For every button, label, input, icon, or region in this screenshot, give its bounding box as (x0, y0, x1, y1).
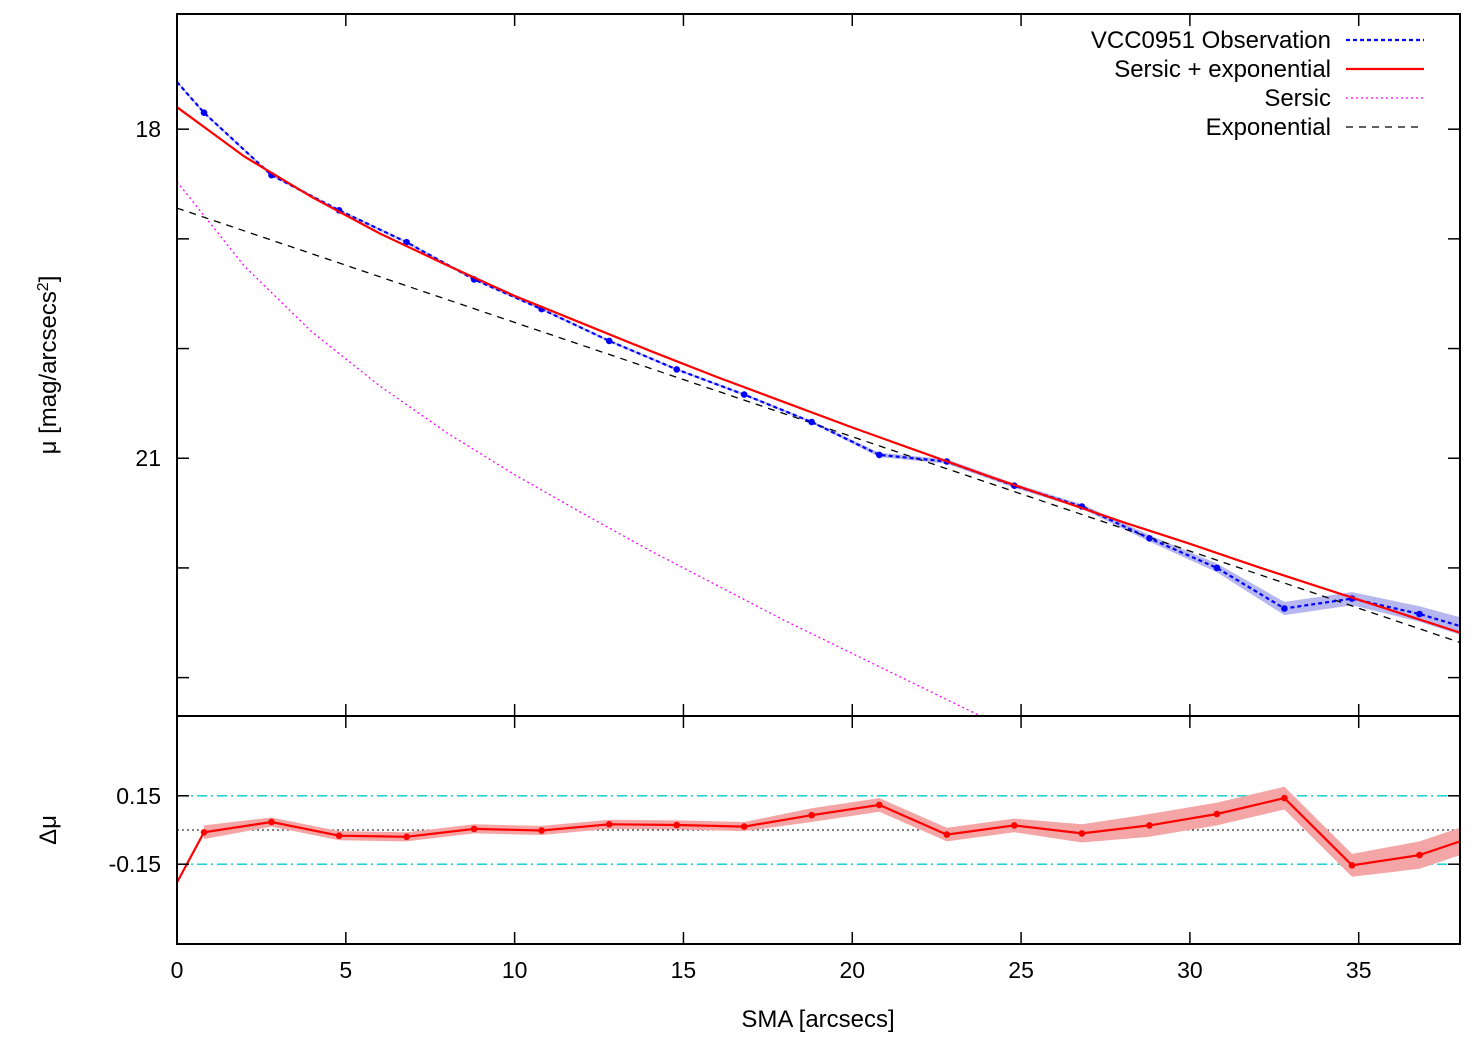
observation-point (605, 337, 613, 345)
x-tick-label: 15 (671, 957, 697, 983)
residual-point (538, 827, 545, 834)
y-tick-label: 21 (135, 445, 161, 471)
residual-point (740, 823, 748, 830)
legend-label: Sersic + exponential (1114, 56, 1331, 83)
residual-point (1146, 822, 1153, 829)
residual-point (1348, 862, 1356, 869)
series-line-sersic (177, 181, 983, 716)
y-axis-title-profile: μ [mag/arcsecs2] (35, 276, 63, 455)
residual-point (1011, 822, 1018, 829)
residual-point (808, 811, 815, 819)
residual-point (1213, 810, 1221, 818)
x-tick-label: 25 (1008, 957, 1034, 983)
residual-point (943, 831, 951, 838)
observation-point (1281, 605, 1288, 612)
observation-point (1416, 610, 1423, 618)
series-line-exponential (177, 207, 1460, 644)
residual-point (403, 833, 410, 841)
series-line-vcc0951-observation (177, 81, 1460, 628)
y-axis-title-residual: Δμ (35, 815, 62, 845)
residual-panel: 0 5 10 15 20 25 30 35 0.15 -0.15 (109, 715, 1461, 983)
profile-series-group (177, 81, 1460, 716)
y-tick-label: 0.15 (116, 783, 161, 809)
residual-point (605, 821, 613, 828)
residual-point (200, 829, 208, 836)
legend-label: Sersic (1264, 85, 1331, 112)
series-line-sersic-exponential (177, 106, 1460, 634)
x-tick-label: 5 (339, 957, 352, 983)
x-tick-label: 30 (1177, 957, 1203, 983)
residual-series-group (177, 794, 1460, 883)
residual-point (673, 821, 680, 829)
y-axis-title-main: μ [mag/arcsecs (35, 291, 62, 454)
observation-point (673, 366, 680, 373)
x-tick-label: 10 (502, 957, 528, 983)
residual-point (268, 818, 275, 826)
residual-point (1281, 794, 1288, 802)
x-tick-label: 0 (171, 957, 184, 983)
y-axis-title-superscript: 2 (35, 282, 52, 291)
residual-frame (176, 715, 1461, 945)
observation-point (1146, 535, 1153, 542)
observation-point (740, 391, 748, 398)
x-tick-label: 20 (839, 957, 865, 983)
y-tick-label: 18 (135, 116, 161, 142)
observation-point (200, 109, 208, 116)
residual-point (876, 801, 883, 809)
x-axis-title: SMA [arcsecs] (741, 1006, 894, 1033)
residual-point (470, 825, 478, 833)
observation-point (1213, 564, 1221, 572)
residual-point (1078, 830, 1086, 837)
legend-label: VCC0951 Observation (1091, 27, 1331, 54)
observation-point (403, 238, 410, 246)
residual-point (335, 832, 343, 839)
y-tick-label: -0.15 (109, 851, 161, 877)
x-tick-label: 35 (1346, 957, 1372, 983)
observation-point (876, 451, 883, 459)
legend-label: Exponential (1206, 114, 1331, 141)
y-axis-title-close: ] (35, 276, 62, 283)
residual-point (1416, 851, 1423, 859)
observation-point (808, 418, 815, 426)
